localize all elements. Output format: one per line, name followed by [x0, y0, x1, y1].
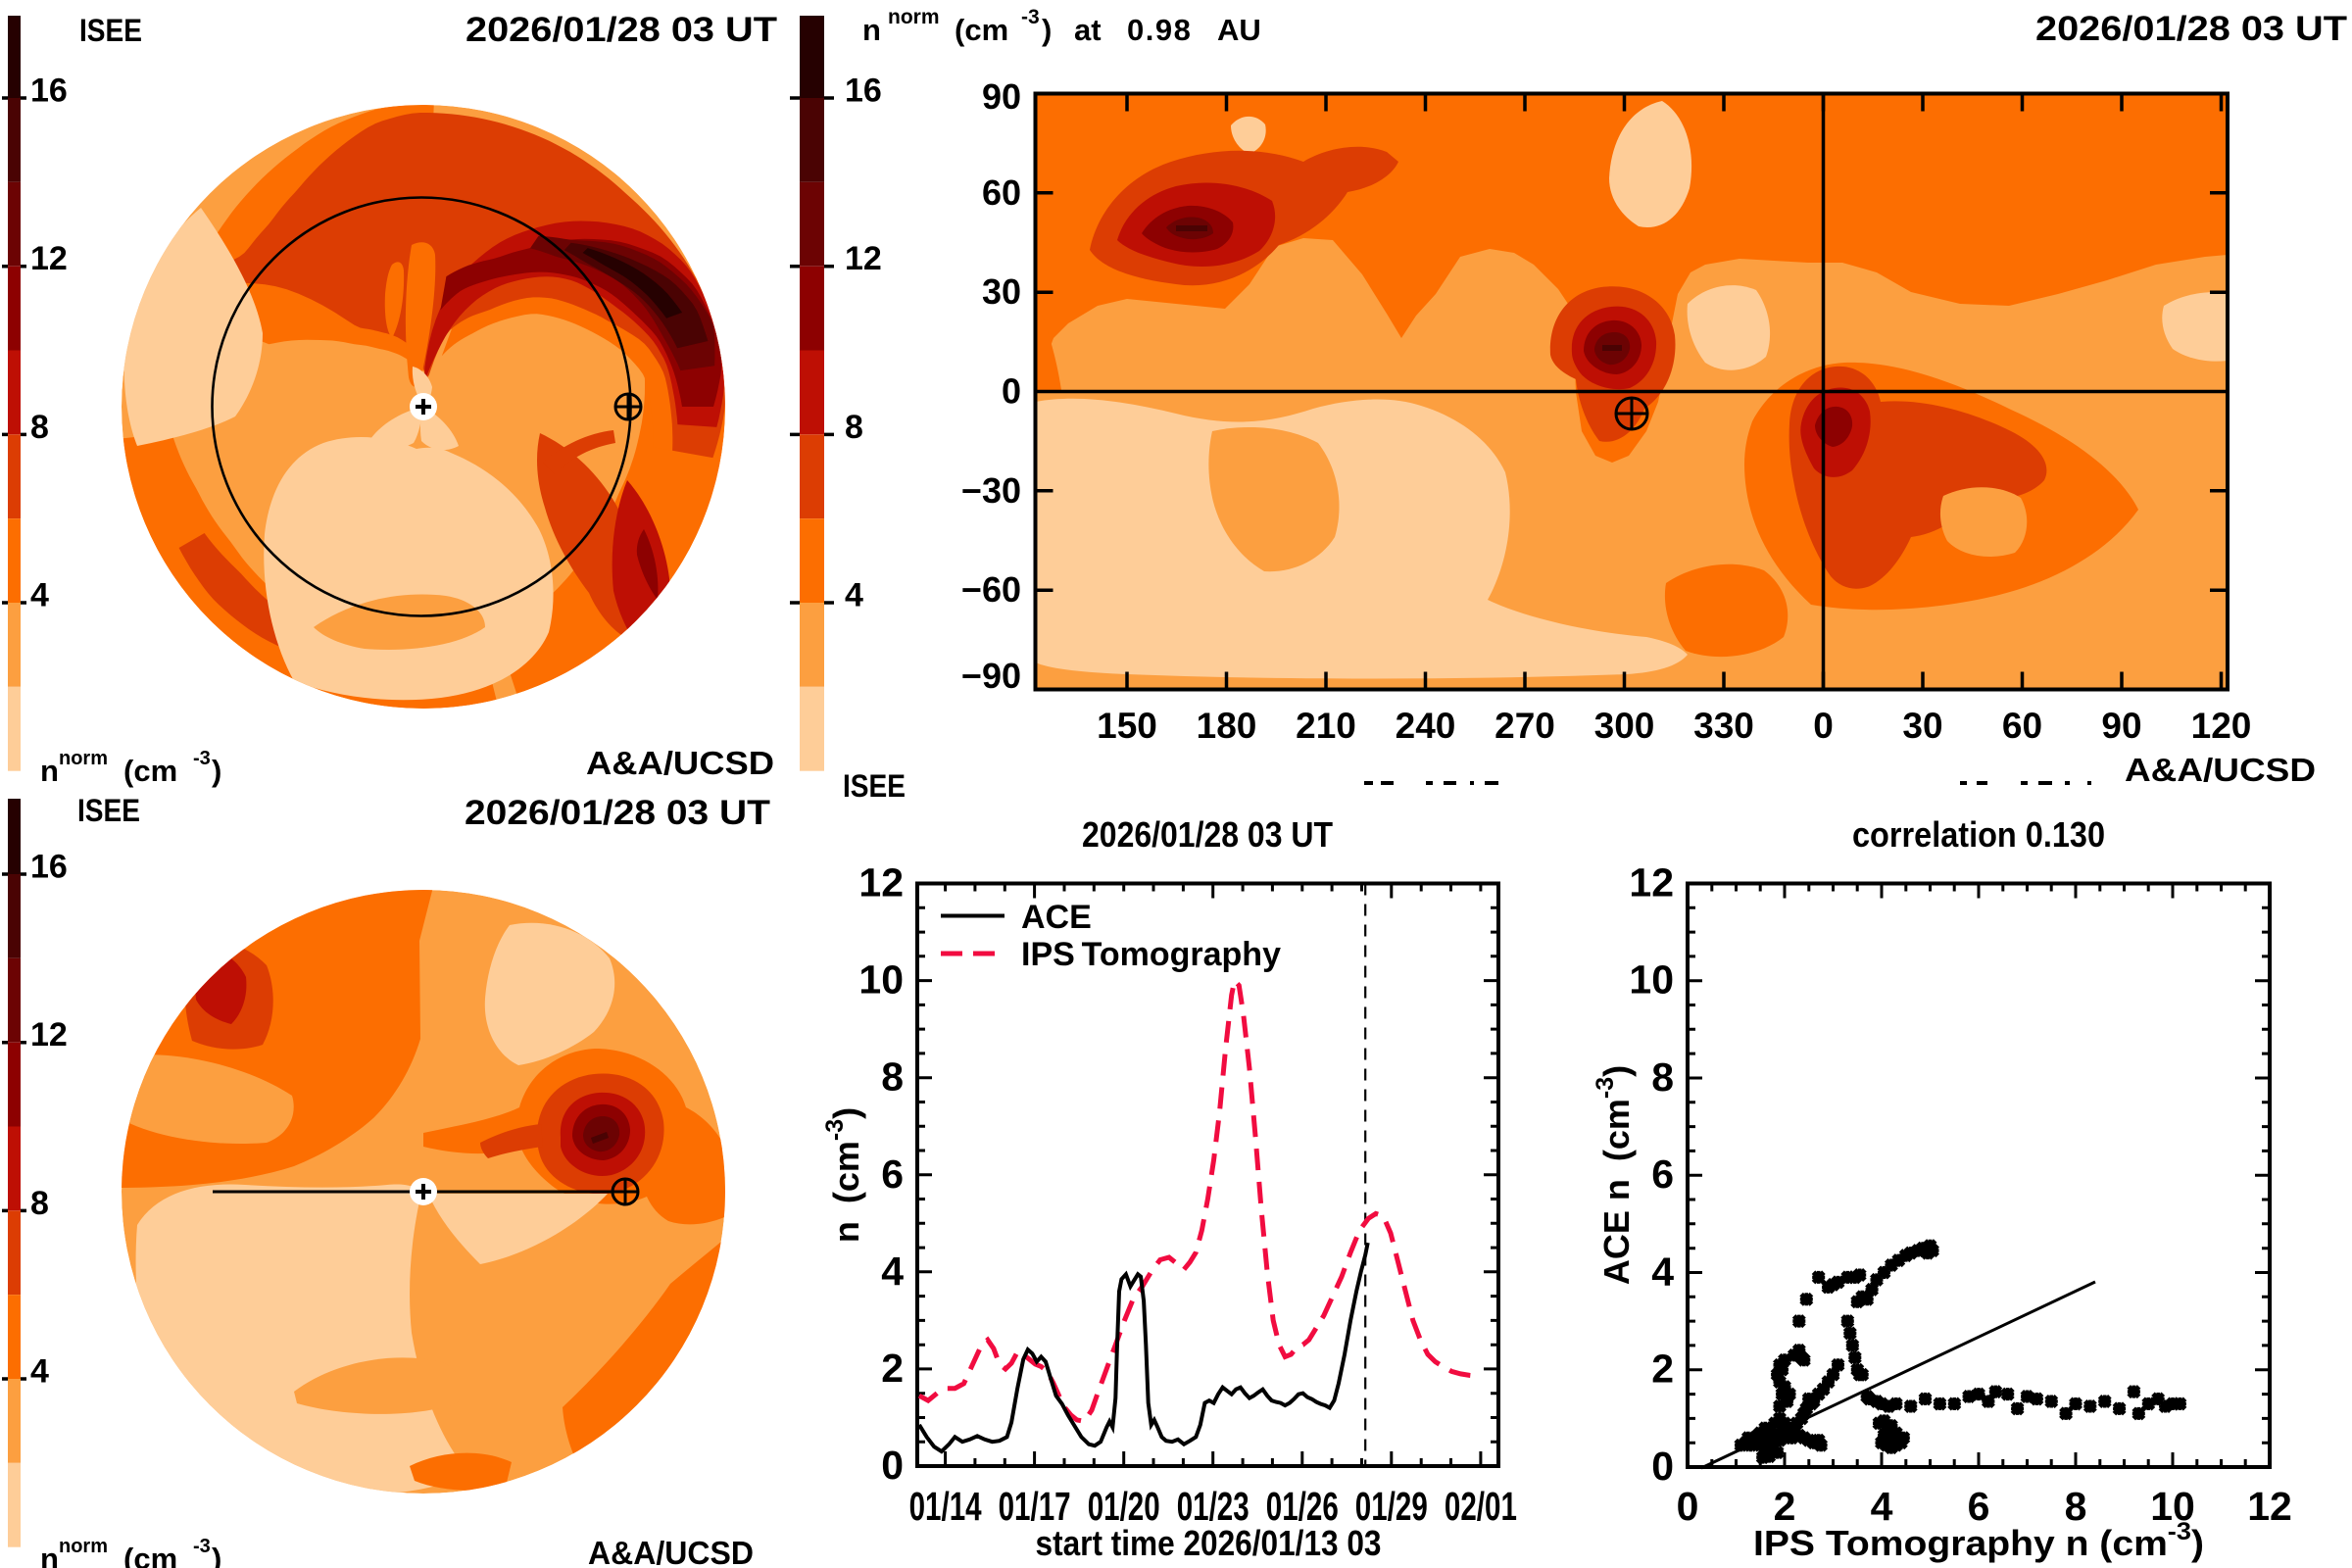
svg-text:2: 2	[881, 1346, 904, 1391]
svg-text:ISEE: ISEE	[843, 768, 906, 804]
svg-text:nnorm(cm-3): nnorm (cm -3)	[40, 1536, 221, 1568]
svg-text:nnorm(cm-3): nnorm (cm -3)	[40, 748, 221, 788]
svg-text:12: 12	[1629, 859, 1674, 905]
svg-text:270: 270	[1494, 706, 1555, 746]
svg-text:12: 12	[30, 1016, 68, 1054]
svg-text:60: 60	[982, 172, 1021, 213]
svg-text:A&A/UCSD: A&A/UCSD	[2125, 752, 2316, 788]
svg-text:2026/01/28 03 UT: 2026/01/28 03 UT	[465, 794, 770, 832]
svg-text:90: 90	[982, 76, 1021, 117]
svg-text:start time 2026/01/13 03: start time 2026/01/13 03	[1036, 1523, 1382, 1563]
svg-text:12: 12	[2247, 1484, 2292, 1529]
svg-text:2026/01/28 03 UT: 2026/01/28 03 UT	[1082, 814, 1333, 855]
svg-text:0: 0	[881, 1443, 904, 1488]
svg-text:01/23: 01/23	[1177, 1484, 1250, 1529]
svg-text:ACE n (cm-3): ACE n (cm-3)	[1592, 1065, 1637, 1285]
svg-text:A&A/UCSD: A&A/UCSD	[586, 745, 774, 781]
svg-text:16: 16	[30, 849, 68, 886]
svg-text:02/01: 02/01	[1445, 1484, 1517, 1529]
svg-text:0: 0	[1813, 706, 1834, 746]
svg-text:0: 0	[1651, 1444, 1674, 1489]
svg-text:4: 4	[1871, 1484, 1893, 1529]
svg-text:8: 8	[881, 1054, 904, 1100]
svg-text:2: 2	[1774, 1484, 1796, 1529]
svg-text:30: 30	[1902, 706, 1942, 746]
svg-text:300: 300	[1594, 706, 1655, 746]
svg-text:4: 4	[30, 577, 49, 614]
svg-text:0: 0	[1002, 371, 1021, 412]
svg-text:120: 120	[2191, 706, 2252, 746]
svg-text:6: 6	[1968, 1484, 1990, 1529]
svg-text:4: 4	[1651, 1250, 1674, 1295]
svg-text:30: 30	[982, 271, 1021, 312]
svg-text:6: 6	[881, 1152, 904, 1197]
svg-text:01/26: 01/26	[1266, 1484, 1339, 1529]
svg-text:150: 150	[1097, 706, 1157, 746]
svg-text:60: 60	[2002, 706, 2042, 746]
svg-text:0: 0	[1677, 1484, 1699, 1529]
svg-text:330: 330	[1693, 706, 1754, 746]
svg-text:−30: −30	[961, 470, 1021, 511]
svg-text:2026/01/28 03 UT: 2026/01/28 03 UT	[466, 11, 777, 49]
svg-text:4: 4	[30, 1353, 49, 1391]
svg-text:IPS Tomography n (cm-3): IPS Tomography n (cm -3)	[1753, 1518, 2204, 1563]
svg-text:8: 8	[1651, 1054, 1674, 1100]
svg-text:01/20: 01/20	[1088, 1484, 1160, 1529]
svg-text:A&A/UCSD: A&A/UCSD	[588, 1535, 754, 1568]
svg-text:6: 6	[1651, 1152, 1674, 1197]
svg-text:2026/01/28 03 UT: 2026/01/28 03 UT	[2035, 10, 2347, 48]
svg-text:16: 16	[845, 73, 882, 110]
svg-text:8: 8	[2065, 1484, 2087, 1529]
svg-text:01/17: 01/17	[999, 1484, 1071, 1529]
svg-text:8: 8	[845, 409, 863, 446]
svg-text:8: 8	[30, 409, 49, 446]
svg-text:01/14: 01/14	[909, 1484, 982, 1529]
svg-text:10: 10	[1629, 957, 1674, 1003]
svg-text:correlation 0.130: correlation 0.130	[1852, 814, 2105, 855]
svg-text:ISEE: ISEE	[77, 793, 140, 828]
svg-text:240: 240	[1396, 706, 1456, 746]
svg-text:4: 4	[881, 1249, 904, 1294]
svg-text:01/29: 01/29	[1355, 1484, 1428, 1529]
svg-text:−90: −90	[961, 656, 1021, 696]
svg-text:180: 180	[1197, 706, 1257, 746]
svg-text:2: 2	[1651, 1347, 1674, 1392]
svg-text:IPS Tomography: IPS Tomography	[1021, 936, 1281, 973]
svg-text:210: 210	[1296, 706, 1356, 746]
svg-text:8: 8	[30, 1185, 49, 1222]
svg-text:4: 4	[845, 577, 863, 614]
svg-text:90: 90	[2101, 706, 2141, 746]
svg-text:10: 10	[2150, 1484, 2195, 1529]
svg-text:ISEE: ISEE	[79, 13, 142, 48]
svg-text:12: 12	[30, 240, 68, 277]
svg-text:ACE: ACE	[1021, 899, 1092, 936]
svg-text:10: 10	[858, 957, 904, 1003]
svg-text:12: 12	[845, 240, 882, 277]
svg-text:16: 16	[30, 73, 68, 110]
svg-text:12: 12	[858, 860, 904, 906]
svg-text:−60: −60	[961, 569, 1021, 610]
